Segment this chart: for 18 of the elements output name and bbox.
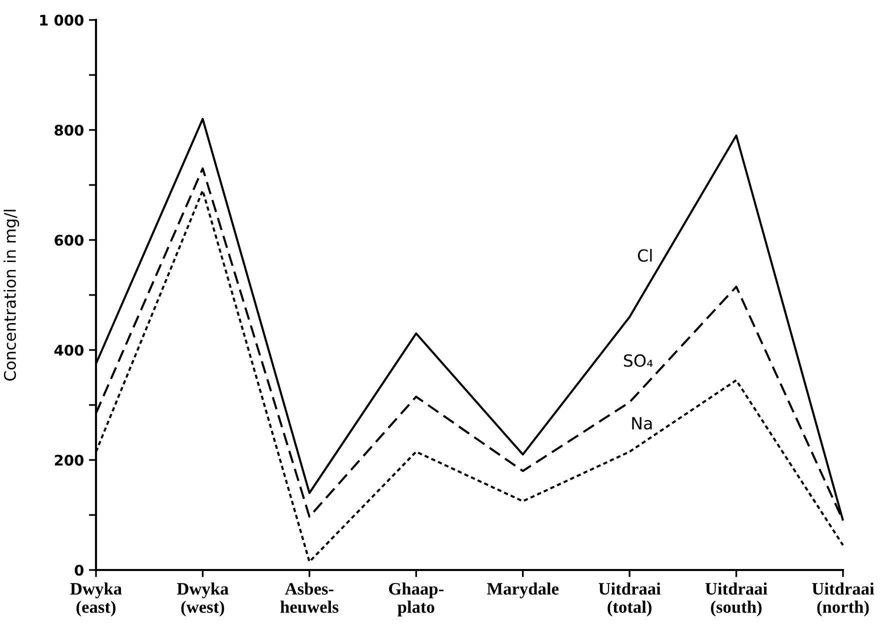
series-label: Na bbox=[632, 417, 652, 430]
series-label: Cl bbox=[638, 248, 652, 262]
x-tick-label: Uitdraai (total) bbox=[598, 582, 661, 616]
x-tick-label: Uitdraai (south) bbox=[705, 582, 768, 616]
y-tick-label: 200 bbox=[54, 454, 84, 466]
x-tick-label: Asbes- heuwels bbox=[280, 582, 338, 613]
x-tick-label: Uitdraai (north) bbox=[812, 582, 874, 616]
series-label: SO₄ bbox=[624, 354, 653, 367]
x-tick-label: Marydale bbox=[486, 582, 559, 598]
x-tick-label: Ghaap- plato bbox=[389, 582, 444, 616]
y-tick-label: 400 bbox=[54, 344, 84, 356]
y-tick-label: 1 000 bbox=[40, 14, 84, 26]
y-axis-title: Concentration in mg/l bbox=[4, 210, 20, 381]
y-tick-label: 600 bbox=[54, 234, 84, 246]
y-tick-label: 0 bbox=[74, 564, 84, 576]
x-tick-label: Dwyka (east) bbox=[70, 582, 122, 616]
x-tick-label: Dwyka (west) bbox=[176, 582, 228, 616]
y-tick-label: 800 bbox=[54, 124, 84, 136]
